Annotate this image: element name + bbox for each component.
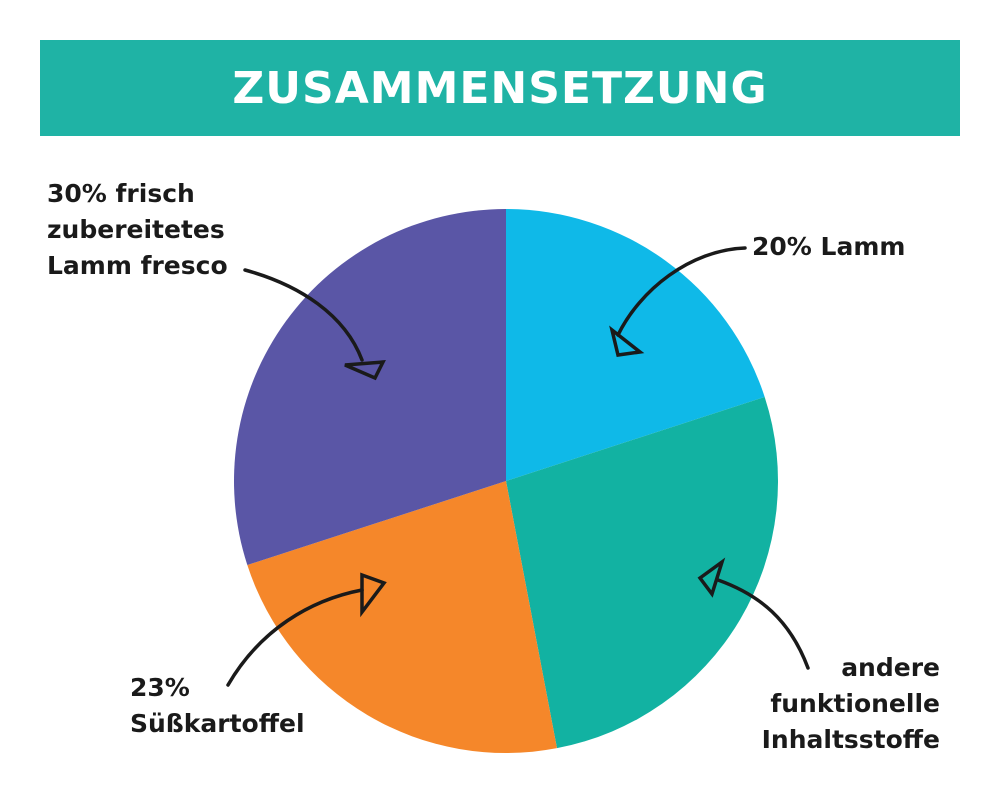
arrow-lamm <box>616 246 747 337</box>
chart-title: ZUSAMMENSETZUNG <box>232 62 768 114</box>
label-frisch: 30% frisch zubereitetes Lamm fresco <box>47 179 228 280</box>
label-andere: andere funktionelle Inhaltsstoffe <box>761 653 940 754</box>
arrow-lamm-head <box>609 325 645 357</box>
arrow-suess-head <box>360 572 387 618</box>
arrow-andere <box>716 578 810 670</box>
slice-frisch <box>233 209 507 566</box>
arrow-andere-head <box>697 557 726 598</box>
label-lamm: 20% Lamm <box>752 232 906 261</box>
slice-lamm <box>506 209 765 481</box>
arrow-frisch <box>243 268 364 362</box>
arrow-frisch-head <box>344 360 386 381</box>
label-suesskartoffel: 23% Süßkartoffel <box>130 673 305 738</box>
arrow-suess <box>226 588 364 687</box>
title-banner: ZUSAMMENSETZUNG <box>40 40 960 136</box>
slice-suesskartoffel <box>247 481 557 753</box>
slice-andere <box>506 396 778 749</box>
